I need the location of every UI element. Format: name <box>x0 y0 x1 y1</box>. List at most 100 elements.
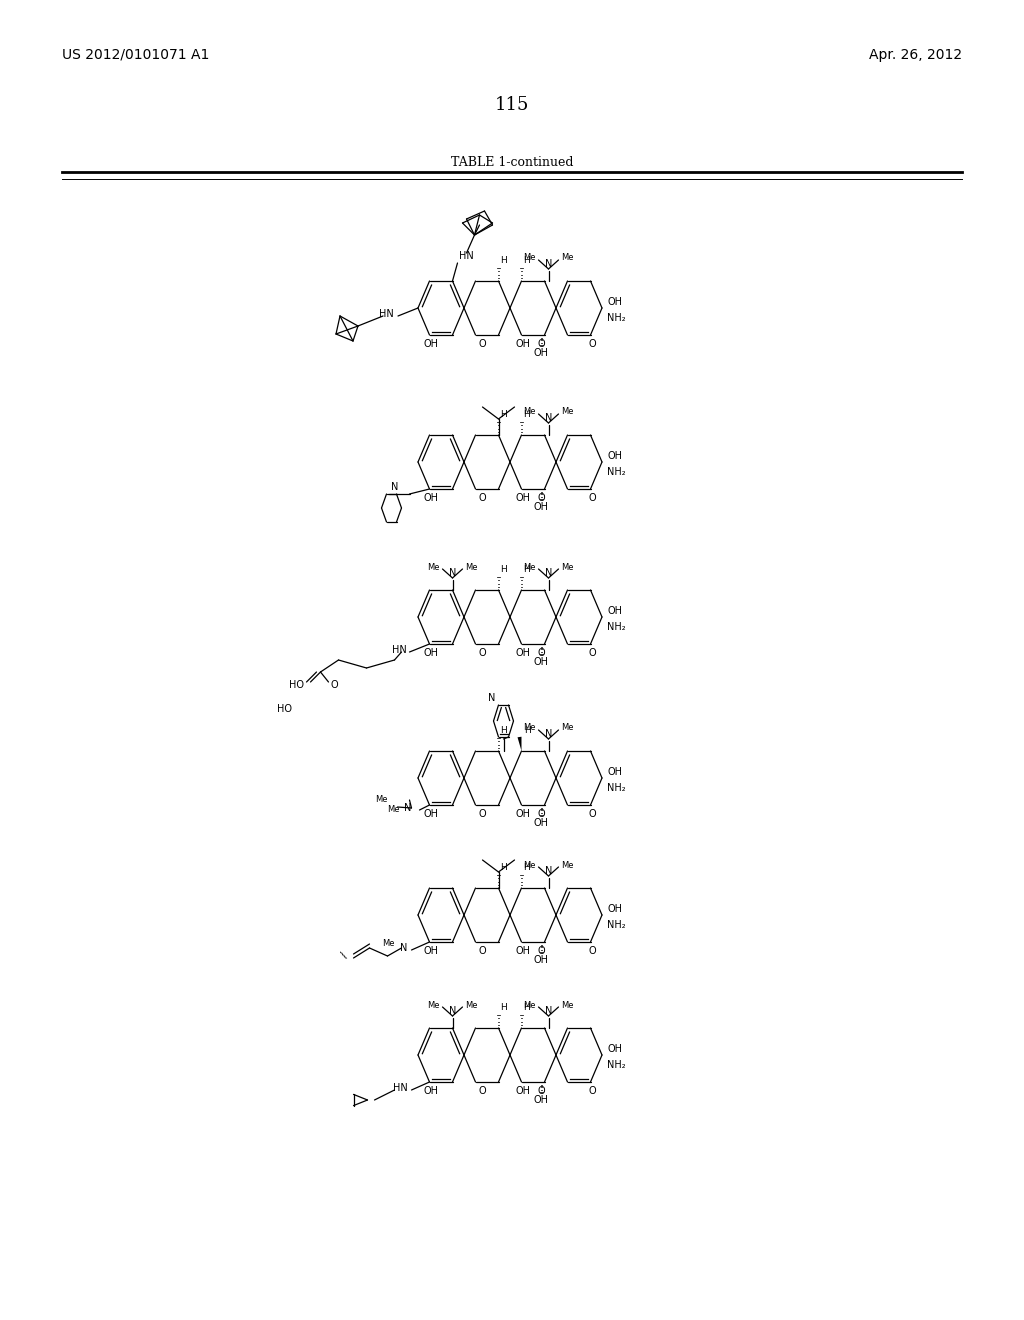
Text: O: O <box>538 1086 545 1096</box>
Text: Me: Me <box>561 253 574 263</box>
Text: Me: Me <box>466 1001 478 1010</box>
Text: O: O <box>538 648 545 657</box>
Text: NH₂: NH₂ <box>607 622 626 632</box>
Text: O: O <box>538 339 545 348</box>
Text: OH: OH <box>423 946 438 956</box>
Text: Me: Me <box>561 723 574 733</box>
Text: Apr. 26, 2012: Apr. 26, 2012 <box>869 48 962 62</box>
Text: HO: HO <box>289 680 303 690</box>
Text: NH₂: NH₂ <box>607 1060 626 1071</box>
Text: US 2012/0101071 A1: US 2012/0101071 A1 <box>62 48 209 62</box>
Text: O: O <box>478 809 486 818</box>
Text: N: N <box>449 1006 456 1016</box>
Text: H: H <box>501 726 507 735</box>
Text: OH: OH <box>607 767 622 777</box>
Text: OH: OH <box>423 339 438 348</box>
Text: N: N <box>545 866 552 876</box>
Text: OH: OH <box>534 348 549 358</box>
Text: TABLE 1-continued: TABLE 1-continued <box>451 156 573 169</box>
Text: O: O <box>589 648 597 657</box>
Text: N: N <box>488 693 496 704</box>
Text: HN: HN <box>393 1082 408 1093</box>
Text: N: N <box>545 1006 552 1016</box>
Text: HN: HN <box>392 645 407 655</box>
Text: Me: Me <box>523 861 536 870</box>
Text: O: O <box>589 809 597 818</box>
Text: H: H <box>523 256 530 265</box>
Text: Me: Me <box>561 861 574 870</box>
Text: N: N <box>545 259 552 269</box>
Text: OH: OH <box>534 954 549 965</box>
Text: HN: HN <box>460 251 474 261</box>
Text: Me: Me <box>523 408 536 417</box>
Text: H: H <box>524 726 531 735</box>
Text: OH: OH <box>534 502 549 512</box>
Text: O: O <box>538 809 545 818</box>
Text: Me: Me <box>387 805 399 814</box>
Text: Me: Me <box>523 562 536 572</box>
Text: Me: Me <box>382 940 394 949</box>
Text: OH: OH <box>607 297 622 308</box>
Text: OH: OH <box>515 648 530 657</box>
Text: Me: Me <box>523 1001 536 1010</box>
Text: OH: OH <box>607 451 622 461</box>
Text: H: H <box>501 1003 507 1012</box>
Text: Me: Me <box>561 408 574 417</box>
Text: H: H <box>501 565 507 574</box>
Text: N: N <box>545 413 552 422</box>
Text: OH: OH <box>534 657 549 667</box>
Text: N: N <box>545 729 552 739</box>
Text: OH: OH <box>423 1086 438 1096</box>
Text: N: N <box>545 568 552 578</box>
Text: Me: Me <box>427 562 439 572</box>
Polygon shape <box>517 737 521 751</box>
Text: NH₂: NH₂ <box>607 313 626 323</box>
Text: Me: Me <box>375 796 387 804</box>
Text: H: H <box>501 256 507 265</box>
Text: H: H <box>523 411 530 418</box>
Text: \: \ <box>340 950 347 961</box>
Text: O: O <box>538 946 545 956</box>
Text: O: O <box>331 680 338 690</box>
Text: OH: OH <box>607 1044 622 1053</box>
Text: H: H <box>523 863 530 873</box>
Text: O: O <box>538 492 545 503</box>
Text: OH: OH <box>534 1096 549 1105</box>
Text: HN: HN <box>379 309 394 319</box>
Text: Me: Me <box>427 1001 439 1010</box>
Text: O: O <box>478 648 486 657</box>
Text: HO: HO <box>278 704 292 714</box>
Text: OH: OH <box>515 492 530 503</box>
Text: O: O <box>589 1086 597 1096</box>
Text: OH: OH <box>515 809 530 818</box>
Text: OH: OH <box>423 809 438 818</box>
Text: OH: OH <box>607 904 622 913</box>
Text: H: H <box>501 863 507 873</box>
Text: OH: OH <box>423 648 438 657</box>
Text: Me: Me <box>561 1001 574 1010</box>
Text: NH₂: NH₂ <box>607 920 626 931</box>
Text: O: O <box>589 492 597 503</box>
Text: O: O <box>478 1086 486 1096</box>
Text: OH: OH <box>515 946 530 956</box>
Text: OH: OH <box>515 339 530 348</box>
Text: H: H <box>523 1003 530 1012</box>
Text: NH₂: NH₂ <box>607 783 626 793</box>
Text: OH: OH <box>534 818 549 828</box>
Text: O: O <box>478 946 486 956</box>
Text: Me: Me <box>523 253 536 263</box>
Text: N: N <box>400 942 408 953</box>
Text: OH: OH <box>423 492 438 503</box>
Text: NH₂: NH₂ <box>607 467 626 477</box>
Text: OH: OH <box>515 1086 530 1096</box>
Text: Me: Me <box>523 723 536 733</box>
Text: H: H <box>523 565 530 574</box>
Text: H: H <box>501 411 507 418</box>
Text: N: N <box>390 482 398 492</box>
Text: 115: 115 <box>495 96 529 114</box>
Text: N: N <box>404 803 412 813</box>
Text: O: O <box>478 492 486 503</box>
Text: O: O <box>589 339 597 348</box>
Text: Me: Me <box>466 562 478 572</box>
Text: N: N <box>449 568 456 578</box>
